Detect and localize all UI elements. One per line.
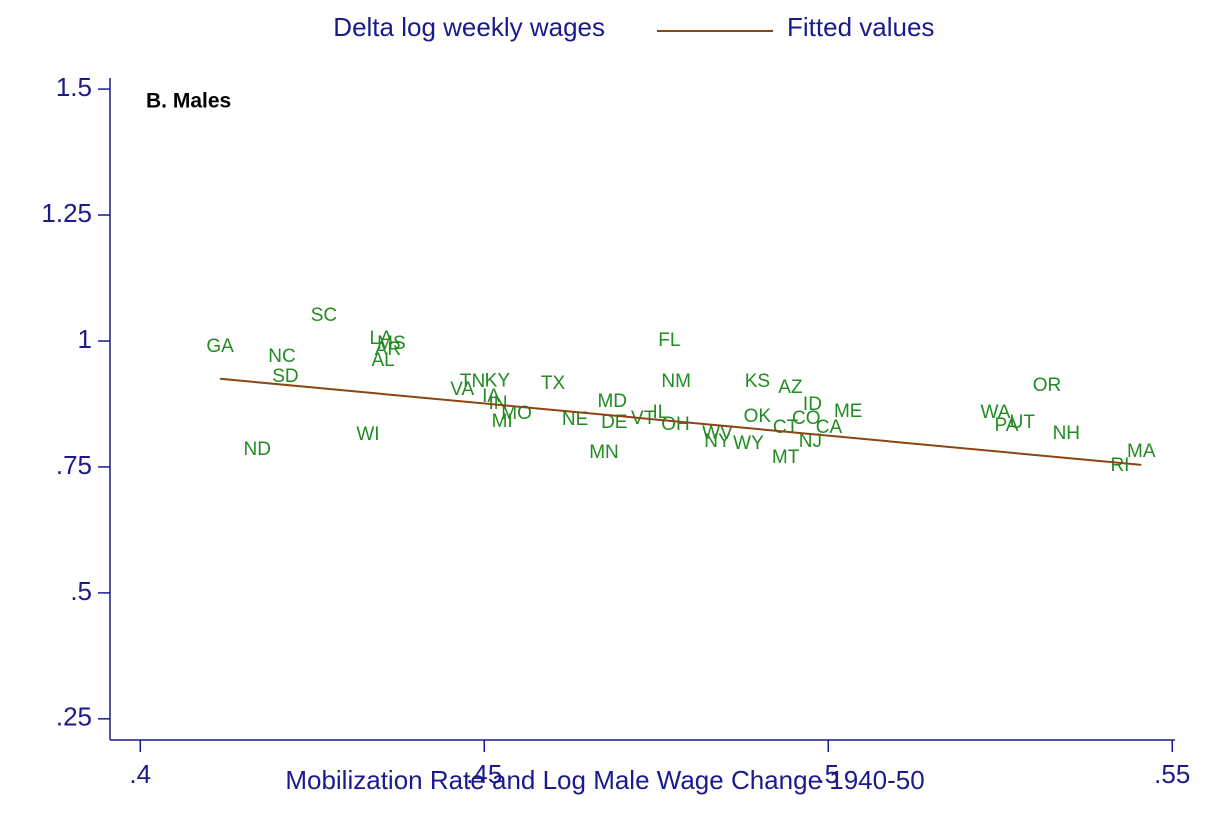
- point-label: NY: [704, 431, 731, 452]
- point-label: UT: [1010, 412, 1036, 433]
- point-label: WY: [733, 433, 764, 454]
- point-label: ND: [244, 439, 271, 460]
- y-tick-label: 1.5: [56, 72, 92, 102]
- point-label: WI: [356, 424, 379, 445]
- point-label: TN: [460, 371, 485, 392]
- point-label: FL: [658, 330, 680, 351]
- point-label: WV: [702, 423, 733, 444]
- point-label: OH: [661, 414, 690, 435]
- point-label: TX: [541, 373, 566, 394]
- point-label: KS: [745, 371, 770, 392]
- point-label: GA: [206, 336, 234, 357]
- panel-label: B. Males: [146, 90, 231, 113]
- point-label: DE: [601, 412, 627, 433]
- point-label: NE: [562, 409, 588, 430]
- point-label: IL: [652, 402, 668, 423]
- point-label: MS: [377, 333, 406, 354]
- point-label: NJ: [799, 431, 822, 452]
- legend-label: Fitted values: [787, 12, 934, 42]
- y-tick-label: .75: [56, 450, 92, 480]
- point-label: NC: [268, 346, 295, 367]
- point-label: IA: [482, 386, 500, 407]
- point-label: NM: [661, 371, 691, 392]
- point-label: OR: [1033, 375, 1062, 396]
- y-tick-label: .25: [56, 702, 92, 732]
- y-tick-label: 1: [78, 324, 92, 354]
- point-label: RI: [1110, 455, 1129, 476]
- point-label: IN: [489, 393, 508, 414]
- point-label: ID: [803, 394, 822, 415]
- point-label: OK: [744, 406, 772, 427]
- point-label: MA: [1127, 441, 1156, 462]
- point-label: MN: [589, 442, 619, 463]
- fitted-line: [219, 377, 1142, 466]
- y-tick-label: .5: [70, 576, 92, 606]
- point-label: AR: [375, 339, 401, 360]
- point-label: CA: [816, 417, 843, 438]
- point-label: MT: [772, 447, 800, 468]
- x-tick-label: .5: [817, 759, 839, 789]
- point-label: SC: [311, 305, 337, 326]
- point-label: PA: [994, 415, 1018, 436]
- point-label: WA: [980, 402, 1010, 423]
- point-label: NH: [1053, 423, 1080, 444]
- point-label: AL: [372, 350, 395, 371]
- point-label: MI: [492, 411, 513, 432]
- point-label: ME: [834, 401, 863, 422]
- y-tick-label: 1.25: [41, 198, 92, 228]
- x-tick-label: .55: [1154, 759, 1190, 789]
- point-label: MO: [501, 403, 532, 424]
- x-tick-label: .45: [466, 759, 502, 789]
- legend-label: Delta log weekly wages: [333, 12, 605, 42]
- point-label: CO: [792, 408, 821, 429]
- point-label: KY: [485, 370, 511, 391]
- point-label: MD: [597, 391, 627, 412]
- x-axis-label: Mobilization Rate and Log Male Wage Chan…: [285, 765, 924, 795]
- point-label: AZ: [778, 377, 803, 398]
- point-label: SD: [272, 366, 298, 387]
- point-label: VA: [450, 379, 474, 400]
- point-label: LA: [369, 328, 393, 349]
- x-tick-label: .4: [129, 759, 151, 789]
